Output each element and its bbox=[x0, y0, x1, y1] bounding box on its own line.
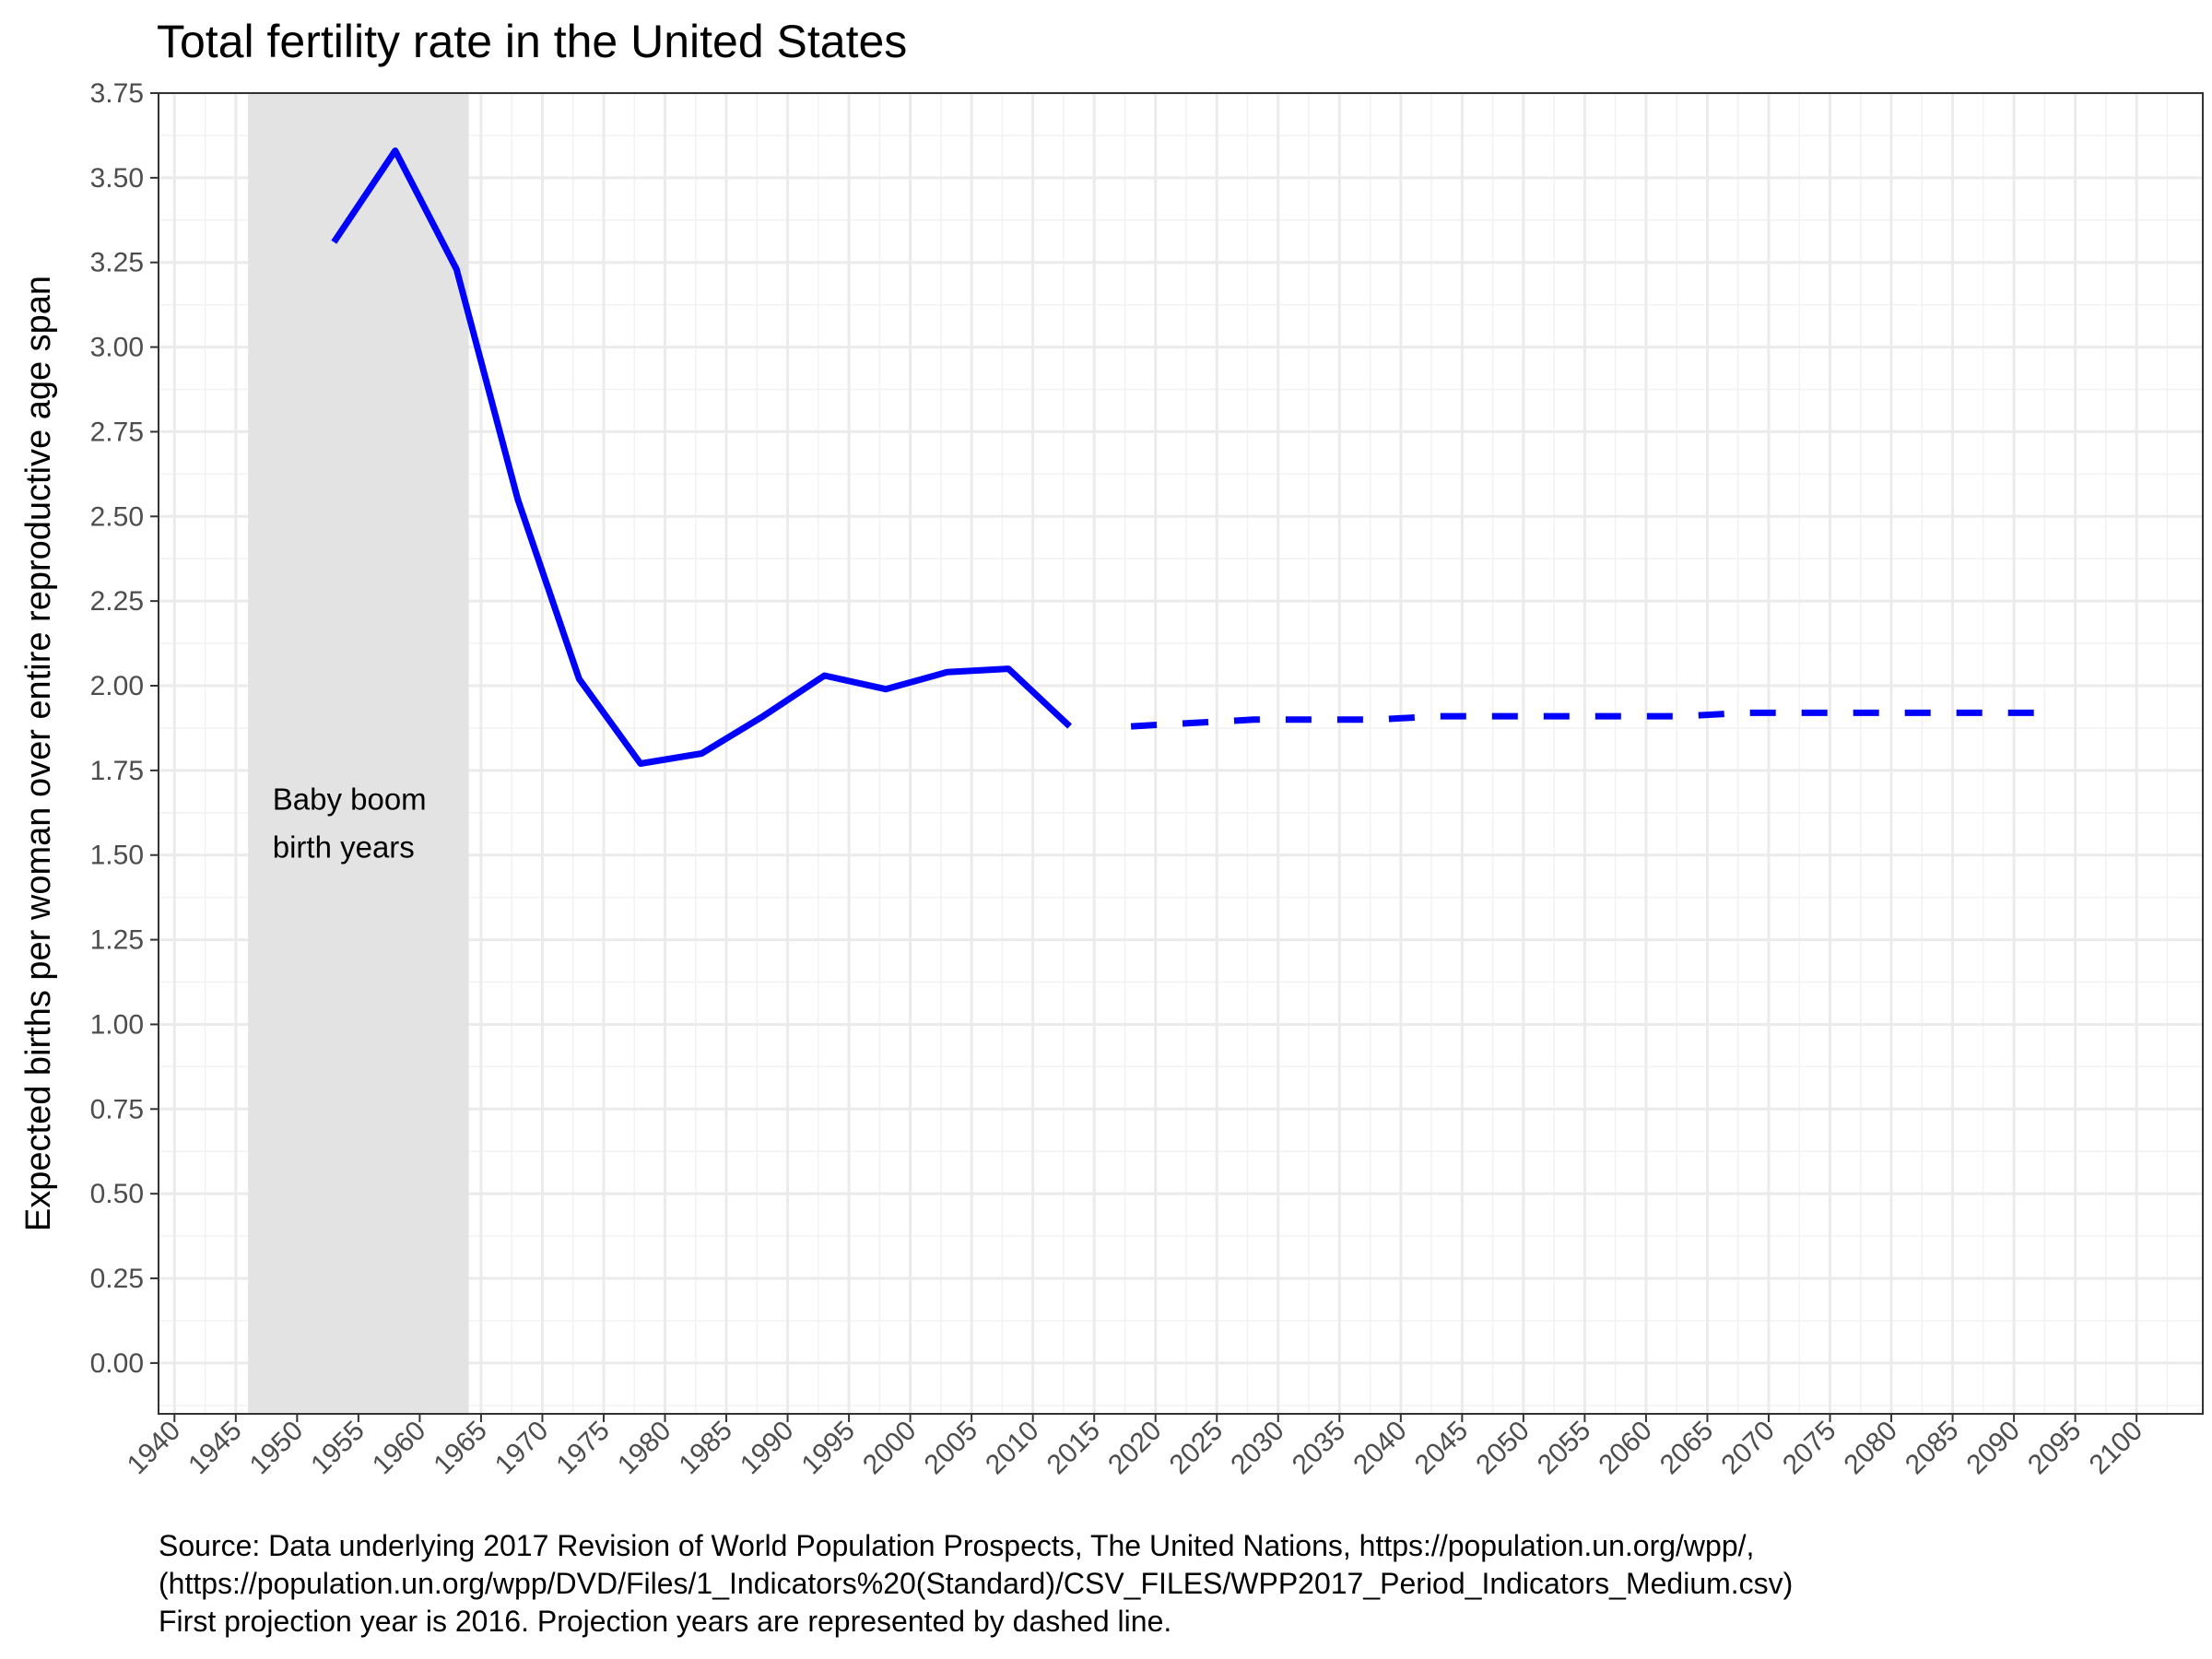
series-layer bbox=[331, 147, 2051, 767]
historical-line bbox=[331, 147, 1072, 767]
y-tick-label: 0.75 bbox=[90, 1094, 144, 1124]
caption-line-1: Source: Data underlying 2017 Revision of… bbox=[159, 1529, 1754, 1562]
y-tick-label: 0.50 bbox=[90, 1179, 144, 1209]
y-tick-label: 1.50 bbox=[90, 841, 144, 871]
panel-border bbox=[158, 92, 2204, 1415]
y-tick-label: 1.75 bbox=[90, 756, 144, 786]
y-tick-label: 3.75 bbox=[90, 78, 144, 109]
y-tick-label: 3.25 bbox=[90, 248, 144, 278]
y-axis: 0.00 0.25 0.50 0.75 1.00 1.25 1.50 1.75 2.00 2.25… bbox=[90, 78, 159, 1379]
y-tick-label: 0.25 bbox=[90, 1264, 144, 1294]
y-tick-label: 1.25 bbox=[90, 925, 144, 956]
chart-title: Total fertility rate in the United State… bbox=[157, 16, 907, 67]
y-tick-label: 0.00 bbox=[90, 1348, 144, 1379]
y-tick-label: 2.50 bbox=[90, 501, 144, 532]
plot-panel: Baby boom birth years bbox=[158, 91, 2204, 1415]
caption-line-3: First projection year is 2016. Projectio… bbox=[159, 1605, 1171, 1638]
annotation-baby-boom: Baby boom bbox=[273, 782, 427, 817]
y-tick-label: 3.00 bbox=[90, 333, 144, 363]
y-tick-label: 3.50 bbox=[90, 163, 144, 194]
baby-boom-shade bbox=[248, 93, 469, 1414]
y-tick-label: 1.00 bbox=[90, 1009, 144, 1040]
caption-line-2: (https://population.un.org/wpp/DVD/Files… bbox=[159, 1567, 1793, 1600]
y-tick-label: 2.75 bbox=[90, 417, 144, 447]
annotation-birth-years: birth years bbox=[273, 830, 415, 865]
y-axis-label: Expected births per woman over entire re… bbox=[19, 276, 58, 1231]
y-tick-label: 2.25 bbox=[90, 586, 144, 617]
y-tick-label: 2.00 bbox=[90, 671, 144, 701]
